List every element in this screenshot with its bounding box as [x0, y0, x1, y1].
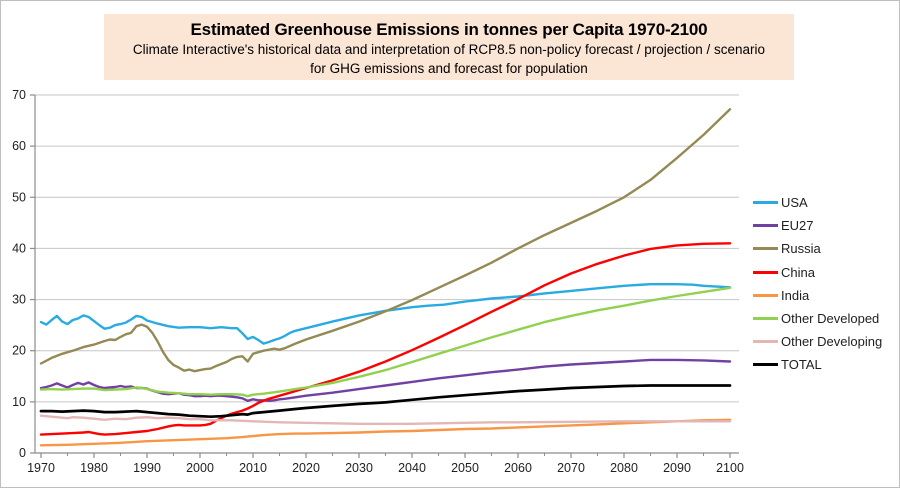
legend-item-eu27: EU27	[753, 214, 882, 237]
x-axis-label: 2080	[610, 461, 638, 475]
x-axis-label: 2030	[345, 461, 373, 475]
series-line-other-developed	[39, 286, 732, 398]
legend-label-russia: Russia	[781, 241, 821, 257]
legend-swatch-total-icon	[753, 363, 778, 367]
legend-label-other-developed: Other Developed	[781, 311, 880, 327]
chart-title-box: Estimated Greenhouse Emissions in tonnes…	[104, 14, 794, 80]
y-axis-label: 30	[12, 293, 26, 307]
x-axis-label: 1980	[80, 461, 108, 475]
legend-item-russia: Russia	[753, 237, 882, 260]
y-axis-label: 40	[12, 241, 26, 255]
legend-label-india: India	[781, 287, 810, 303]
y-axis-label: 60	[12, 139, 26, 153]
x-axis-label: 2100	[716, 461, 744, 475]
x-axis-label: 1970	[27, 461, 55, 475]
legend-swatch-usa-icon	[753, 201, 778, 205]
x-axis-label: 2060	[504, 461, 532, 475]
series-line-total	[39, 384, 732, 419]
legend-item-usa: USA	[753, 191, 882, 214]
chart-title: Estimated Greenhouse Emissions in tonnes…	[190, 20, 708, 39]
legend-swatch-other-developed-icon	[753, 317, 778, 321]
x-axis-label: 2020	[292, 461, 320, 475]
x-axis-label: 2070	[557, 461, 585, 475]
legend-swatch-china-icon	[753, 270, 778, 274]
legend-item-india: India	[753, 284, 882, 307]
x-axis-label: 2010	[239, 461, 267, 475]
y-axis-label: 0	[19, 446, 26, 460]
series-line-russia	[39, 108, 732, 373]
legend-label-total: TOTAL	[781, 357, 822, 373]
chart-legend: USA EU27 Russia China India Other Developed Ot…	[753, 191, 882, 377]
y-axis-label: 10	[12, 395, 26, 409]
legend-item-total: TOTAL	[753, 353, 882, 376]
x-axis-label: 2090	[663, 461, 691, 475]
legend-label-usa: USA	[781, 195, 808, 211]
legend-item-china: China	[753, 261, 882, 284]
legend-swatch-other-developing-icon	[753, 340, 778, 344]
legend-item-other-developing: Other Developing	[753, 330, 882, 353]
series-line-other-developing	[39, 414, 732, 425]
series-line-china	[39, 242, 732, 436]
chart-subtitle-line2: for GHG emissions and forecast for popul…	[310, 61, 588, 76]
series-line-usa	[39, 283, 732, 345]
x-axis-label: 2000	[186, 461, 214, 475]
series-line-india	[39, 418, 732, 447]
y-axis-label: 50	[12, 190, 26, 204]
series-line-eu27	[39, 358, 732, 402]
legend-label-eu27: EU27	[781, 218, 814, 234]
legend-label-china: China	[781, 264, 815, 280]
x-axis-label: 2040	[398, 461, 426, 475]
x-axis-label: 1990	[133, 461, 161, 475]
x-axis-label: 2050	[451, 461, 479, 475]
legend-swatch-eu27-icon	[753, 224, 778, 228]
y-axis-label: 20	[12, 344, 26, 358]
legend-swatch-russia-icon	[753, 247, 778, 251]
chart-subtitle-line1: Climate Interactive's historical data an…	[132, 42, 766, 57]
legend-label-other-developing: Other Developing	[781, 334, 883, 350]
legend-item-other-developed: Other Developed	[753, 307, 882, 330]
legend-swatch-india-icon	[753, 293, 778, 297]
y-axis-label: 70	[12, 88, 26, 102]
